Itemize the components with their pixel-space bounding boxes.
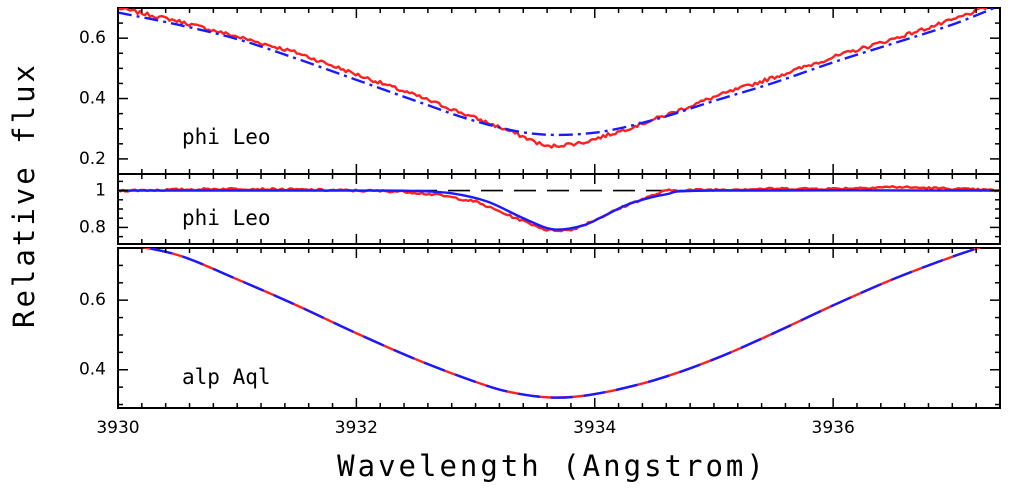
panel-top-label: phi Leo	[182, 125, 271, 149]
x-tick-label: 3934	[573, 418, 616, 438]
panel-middle-label: phi Leo	[182, 206, 271, 230]
panel-bottom-label: alp Aql	[182, 365, 271, 389]
panel-middle-series	[118, 185, 1000, 233]
panel-bottom-series	[140, 248, 983, 399]
y-tick-label: 1	[95, 181, 106, 201]
panel-top-series	[118, 8, 998, 149]
axis-ticks	[117, 8, 1000, 408]
y-tick-label: 0.6	[79, 290, 106, 310]
y-tick-label: 0.4	[79, 89, 106, 109]
x-tick-label: 3936	[812, 418, 855, 438]
middle-model-line	[118, 189, 1000, 231]
panel-bottom-frame	[117, 247, 1001, 409]
x-tick-label: 3930	[96, 418, 139, 438]
x-tick-label: 3932	[335, 418, 378, 438]
y-tick-label: 0.4	[79, 360, 106, 380]
y-tick-label: 0.2	[79, 149, 106, 169]
top-observed-line	[118, 8, 988, 149]
y-tick-label: 0.6	[79, 28, 106, 48]
y-tick-label: 0.8	[79, 217, 106, 237]
panel-top-frame	[117, 7, 1001, 175]
y-axis-title: Relative flux	[7, 62, 41, 328]
x-axis-title: Wavelength (Angstrom)	[337, 449, 767, 483]
top-model-line	[118, 8, 998, 137]
bottom-model-line	[140, 248, 983, 399]
